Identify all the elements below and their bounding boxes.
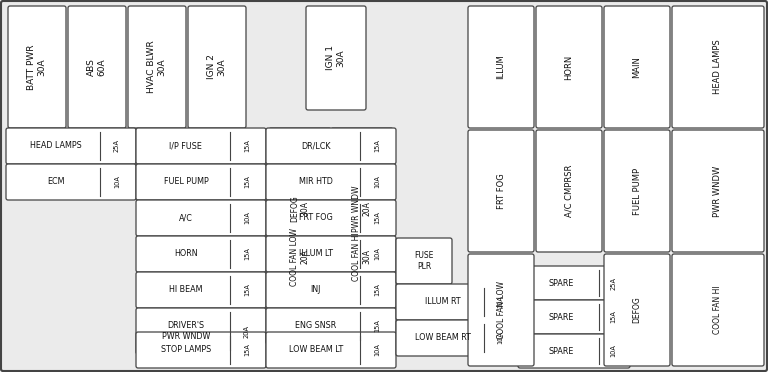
- Text: 10A: 10A: [611, 344, 617, 357]
- Text: 10A: 10A: [374, 176, 380, 189]
- Text: LOW BEAM LT: LOW BEAM LT: [289, 346, 343, 355]
- Text: BATT PWR
30A: BATT PWR 30A: [28, 44, 47, 90]
- Text: 10A: 10A: [374, 247, 380, 260]
- Text: IGN 2
30A: IGN 2 30A: [207, 55, 227, 80]
- Text: SPARE: SPARE: [548, 279, 574, 288]
- Text: SPARE: SPARE: [548, 312, 574, 321]
- Text: 10A: 10A: [497, 296, 503, 308]
- Text: 10A: 10A: [374, 344, 380, 356]
- Text: 15A: 15A: [374, 283, 380, 296]
- FancyBboxPatch shape: [518, 334, 630, 368]
- FancyBboxPatch shape: [604, 6, 670, 128]
- FancyBboxPatch shape: [468, 130, 534, 252]
- FancyBboxPatch shape: [604, 254, 670, 366]
- Text: 15A: 15A: [244, 140, 250, 153]
- FancyBboxPatch shape: [266, 236, 396, 272]
- Text: 15A: 15A: [244, 176, 250, 189]
- FancyBboxPatch shape: [266, 332, 396, 368]
- Text: COOL FAN LOW
20A: COOL FAN LOW 20A: [290, 228, 310, 286]
- Text: DEFOG: DEFOG: [633, 296, 641, 323]
- Text: 15A: 15A: [374, 212, 380, 224]
- Text: HORN: HORN: [174, 250, 197, 259]
- FancyBboxPatch shape: [396, 284, 518, 320]
- FancyBboxPatch shape: [468, 6, 534, 128]
- FancyBboxPatch shape: [331, 128, 393, 290]
- Text: 20A: 20A: [244, 324, 250, 337]
- Text: 15A: 15A: [244, 283, 250, 296]
- Text: FUEL PUMP: FUEL PUMP: [164, 177, 208, 186]
- FancyBboxPatch shape: [536, 130, 602, 252]
- Text: INJ: INJ: [311, 285, 321, 295]
- Text: MIR HTD: MIR HTD: [299, 177, 333, 186]
- FancyBboxPatch shape: [136, 236, 266, 272]
- Text: ABS
60A: ABS 60A: [88, 58, 107, 76]
- FancyBboxPatch shape: [269, 195, 331, 319]
- FancyBboxPatch shape: [136, 272, 266, 308]
- FancyBboxPatch shape: [266, 308, 396, 344]
- Text: FRT FOG: FRT FOG: [299, 214, 333, 222]
- FancyBboxPatch shape: [266, 128, 396, 164]
- Text: PWR WNDW
20A: PWR WNDW 20A: [353, 186, 372, 232]
- Text: HI BEAM: HI BEAM: [169, 285, 203, 295]
- Text: ECM: ECM: [47, 177, 65, 186]
- Text: 10A: 10A: [497, 331, 503, 344]
- Text: STOP LAMPS: STOP LAMPS: [161, 346, 211, 355]
- FancyBboxPatch shape: [8, 6, 66, 128]
- Text: LOW BEAM RT: LOW BEAM RT: [415, 334, 471, 343]
- FancyBboxPatch shape: [136, 164, 266, 200]
- Text: 10A: 10A: [244, 212, 250, 224]
- Text: FRT FOG: FRT FOG: [496, 173, 505, 209]
- Text: ILLUM RT: ILLUM RT: [425, 298, 461, 307]
- Text: DEFOG
30A: DEFOG 30A: [290, 196, 310, 222]
- FancyBboxPatch shape: [68, 6, 126, 128]
- Text: 15A: 15A: [244, 247, 250, 260]
- FancyBboxPatch shape: [536, 6, 602, 128]
- Text: COOL FAN HI
30A: COOL FAN HI 30A: [353, 233, 372, 281]
- Text: HEAD LAMPS: HEAD LAMPS: [713, 40, 723, 94]
- Text: ILLUM LT: ILLUM LT: [299, 250, 333, 259]
- Text: 15A: 15A: [244, 344, 250, 356]
- Text: 15A: 15A: [374, 140, 380, 153]
- FancyBboxPatch shape: [396, 320, 518, 356]
- FancyBboxPatch shape: [6, 128, 136, 164]
- Text: HEAD LAMPS: HEAD LAMPS: [30, 141, 81, 151]
- Text: FUEL PUMP: FUEL PUMP: [633, 167, 641, 215]
- FancyBboxPatch shape: [672, 254, 764, 366]
- Text: DRIVER'S
PWR WNDW: DRIVER'S PWR WNDW: [162, 321, 210, 341]
- FancyBboxPatch shape: [136, 200, 266, 236]
- Text: COOL FAN HI: COOL FAN HI: [713, 286, 723, 334]
- Text: ILLUM: ILLUM: [496, 55, 505, 79]
- FancyBboxPatch shape: [331, 195, 393, 319]
- Text: 15A: 15A: [611, 311, 617, 323]
- FancyBboxPatch shape: [266, 200, 396, 236]
- FancyBboxPatch shape: [136, 308, 266, 354]
- Text: SPARE: SPARE: [548, 346, 574, 356]
- FancyBboxPatch shape: [136, 128, 266, 164]
- Text: MAIN: MAIN: [633, 56, 641, 78]
- FancyBboxPatch shape: [188, 6, 246, 128]
- FancyBboxPatch shape: [672, 130, 764, 252]
- Text: 25A: 25A: [611, 276, 617, 289]
- Text: FUSE
PLR: FUSE PLR: [414, 251, 434, 271]
- Text: 10A: 10A: [114, 176, 120, 189]
- FancyBboxPatch shape: [672, 6, 764, 128]
- Text: 25A: 25A: [114, 140, 120, 153]
- FancyBboxPatch shape: [518, 266, 630, 300]
- Text: ENG SNSR: ENG SNSR: [295, 321, 336, 330]
- FancyBboxPatch shape: [468, 254, 534, 366]
- FancyBboxPatch shape: [269, 128, 331, 290]
- FancyBboxPatch shape: [518, 300, 630, 334]
- Text: A/C: A/C: [179, 214, 193, 222]
- Text: HVAC BLWR
30A: HVAC BLWR 30A: [147, 41, 167, 93]
- Text: IGN 1
30A: IGN 1 30A: [326, 45, 346, 71]
- Text: PWR WNDW: PWR WNDW: [713, 166, 723, 217]
- FancyBboxPatch shape: [136, 332, 266, 368]
- Text: I/P FUSE: I/P FUSE: [170, 141, 202, 151]
- Text: 15A: 15A: [374, 320, 380, 333]
- FancyBboxPatch shape: [306, 6, 366, 110]
- Text: COOL FAN LOW: COOL FAN LOW: [496, 281, 505, 339]
- Text: DR/LCK: DR/LCK: [301, 141, 331, 151]
- FancyBboxPatch shape: [396, 238, 452, 284]
- FancyBboxPatch shape: [128, 6, 186, 128]
